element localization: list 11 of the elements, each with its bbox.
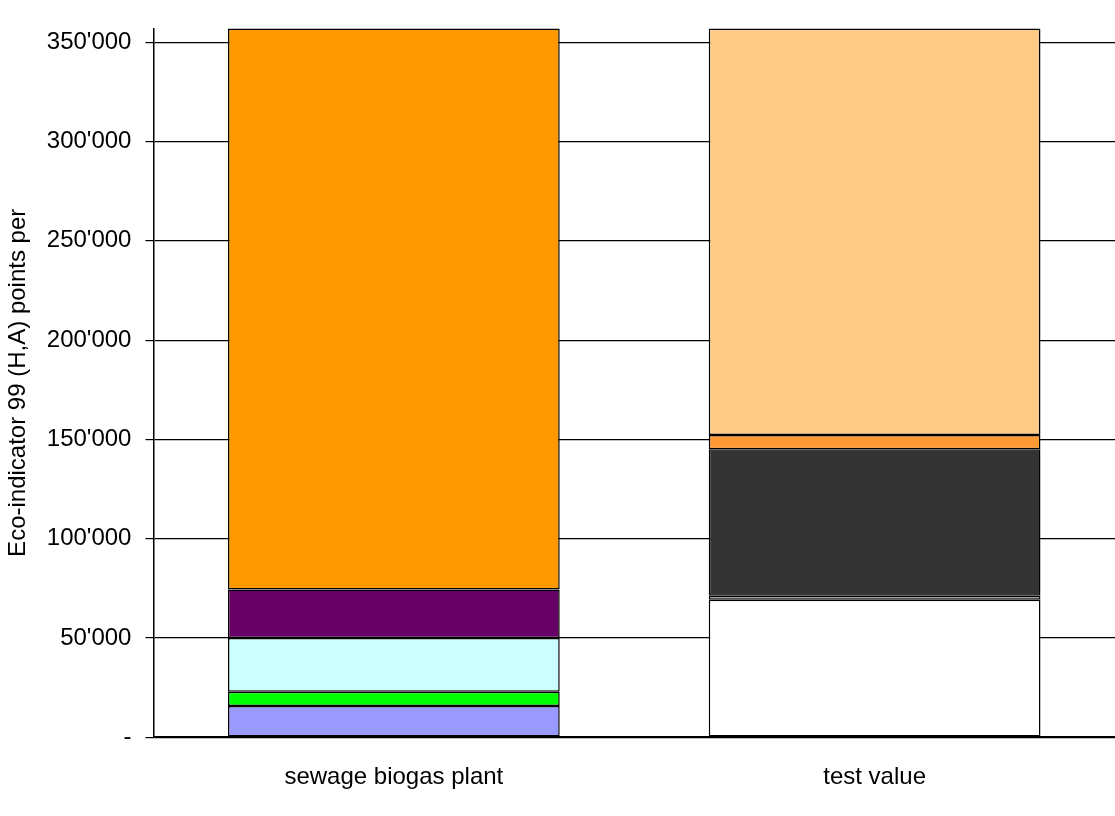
x-tick-label: sewage biogas plant [284,762,504,790]
y-tick-label: 50'000 [60,622,132,650]
x-tick-label: test value [823,762,926,790]
y-tick-label: 150'000 [46,424,132,452]
y-tick-label: - [123,721,132,749]
y-tick-label: 250'000 [46,225,132,253]
y-tick-label: 200'000 [46,324,132,352]
y-tick-label: 350'000 [46,26,132,54]
y-axis-title: Eco-indicator 99 (H,A) points per [3,208,31,557]
y-tick-label: 300'000 [46,126,132,154]
y-tick-label: 100'000 [46,523,132,551]
